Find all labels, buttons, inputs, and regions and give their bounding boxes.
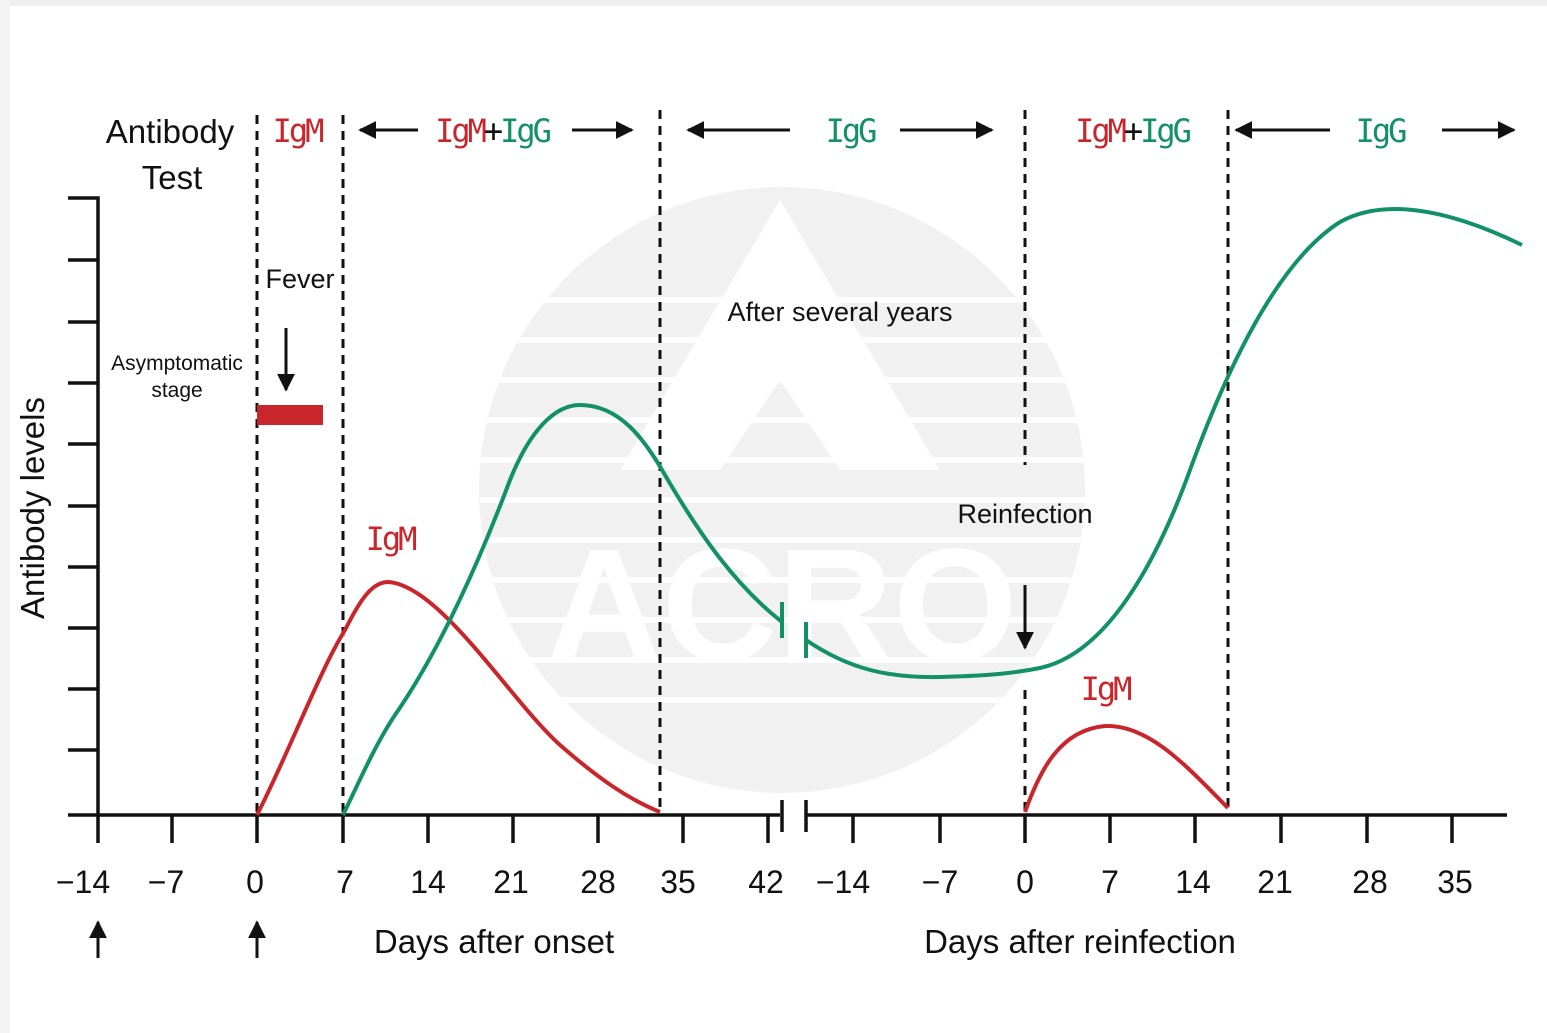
y-axis-ticks [68, 258, 98, 752]
phase-part: IgG [1140, 112, 1191, 150]
x-tick-label: −14 [56, 864, 110, 900]
igm-curve [255, 579, 661, 816]
x-tick-label: 35 [660, 864, 696, 900]
x-tick-label: 28 [580, 864, 616, 900]
phase-label: IgM [273, 112, 324, 150]
test-label: Test [142, 159, 203, 196]
x-tick-label: 21 [493, 864, 529, 900]
x-tick-label: 21 [1257, 864, 1293, 900]
annotation: Reinfection [957, 499, 1092, 529]
annotation: Asymptomatic [111, 352, 243, 375]
top-strip [0, 0, 1547, 6]
x-tick-label: 0 [1016, 864, 1034, 900]
igg-curve [804, 207, 1523, 680]
phase-label: IgM+IgG [435, 112, 551, 150]
x-axis-title: Days after reinfection [924, 923, 1236, 960]
phase-part: IgM [1075, 112, 1126, 150]
curve-label: IgM [366, 520, 417, 558]
x-axis-title: Days after onset [374, 923, 614, 960]
x-tick-label: 14 [410, 864, 446, 900]
annotation: stage [151, 379, 202, 402]
x-tick-label: 28 [1352, 864, 1388, 900]
left-strip [0, 0, 10, 1033]
x-tick-label: 7 [1101, 864, 1119, 900]
test-label: Antibody [106, 113, 235, 150]
x-tick-label: −7 [922, 864, 958, 900]
fever-bar [257, 405, 323, 425]
phase-label: IgG [1356, 112, 1407, 150]
phase-part: IgG [500, 112, 551, 150]
annotation: After several years [727, 297, 952, 327]
phase-part: + [484, 112, 502, 150]
y-axis-title: Antibody levels [14, 397, 51, 619]
igg-curve [341, 402, 784, 816]
phase-part: IgM [435, 112, 486, 150]
x-tick-label: 7 [336, 864, 354, 900]
annotation: Fever [265, 264, 334, 294]
phase-label: IgG [826, 112, 877, 150]
y-axis [68, 196, 100, 815]
x-axis-ticks [96, 815, 1454, 843]
watermark: ACRO [479, 187, 1085, 793]
phase-part: + [1124, 112, 1142, 150]
phase-label: IgM+IgG [1075, 112, 1191, 150]
x-tick-label: 35 [1437, 864, 1473, 900]
x-tick-label: 0 [246, 864, 264, 900]
x-tick-label: 14 [1175, 864, 1211, 900]
curve-label: IgM [1081, 670, 1132, 708]
x-tick-label: −7 [148, 864, 184, 900]
x-tick-label: 42 [748, 864, 784, 900]
igm-curve [1023, 723, 1230, 813]
x-tick-label: −14 [816, 864, 870, 900]
